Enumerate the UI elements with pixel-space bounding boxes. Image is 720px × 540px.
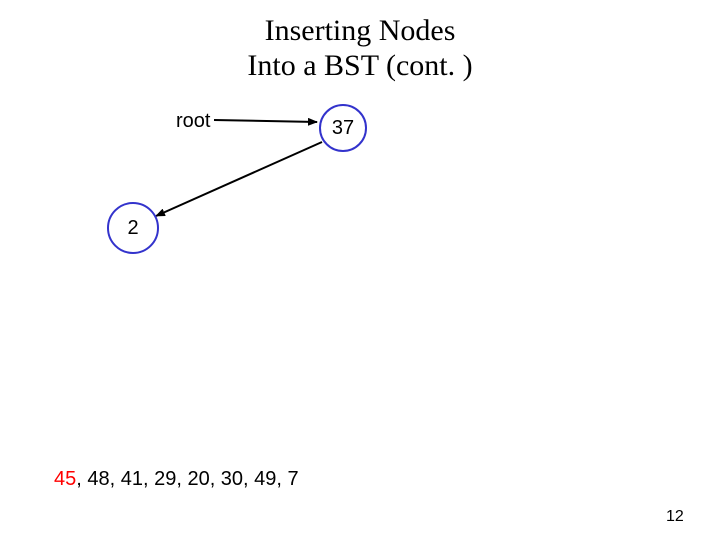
edge-37-to-2 bbox=[156, 142, 322, 216]
sequence-first: 45 bbox=[54, 468, 76, 490]
edge-root-to-37 bbox=[214, 120, 317, 122]
sequence-rest: , 48, 41, 29, 20, 30, 49, 7 bbox=[76, 468, 298, 490]
root-label: root bbox=[176, 110, 210, 133]
title-line-2: Into a BST (cont. ) bbox=[0, 49, 720, 84]
node-37: 37 bbox=[319, 104, 367, 152]
node-2-value: 2 bbox=[127, 217, 138, 240]
title-line-1: Inserting Nodes bbox=[0, 14, 720, 49]
slide-title: Inserting Nodes Into a BST (cont. ) bbox=[0, 14, 720, 83]
node-37-value: 37 bbox=[332, 117, 354, 140]
insertion-sequence: 45, 48, 41, 29, 20, 30, 49, 7 bbox=[54, 468, 299, 491]
page-number: 12 bbox=[666, 508, 684, 526]
node-2: 2 bbox=[107, 202, 159, 254]
